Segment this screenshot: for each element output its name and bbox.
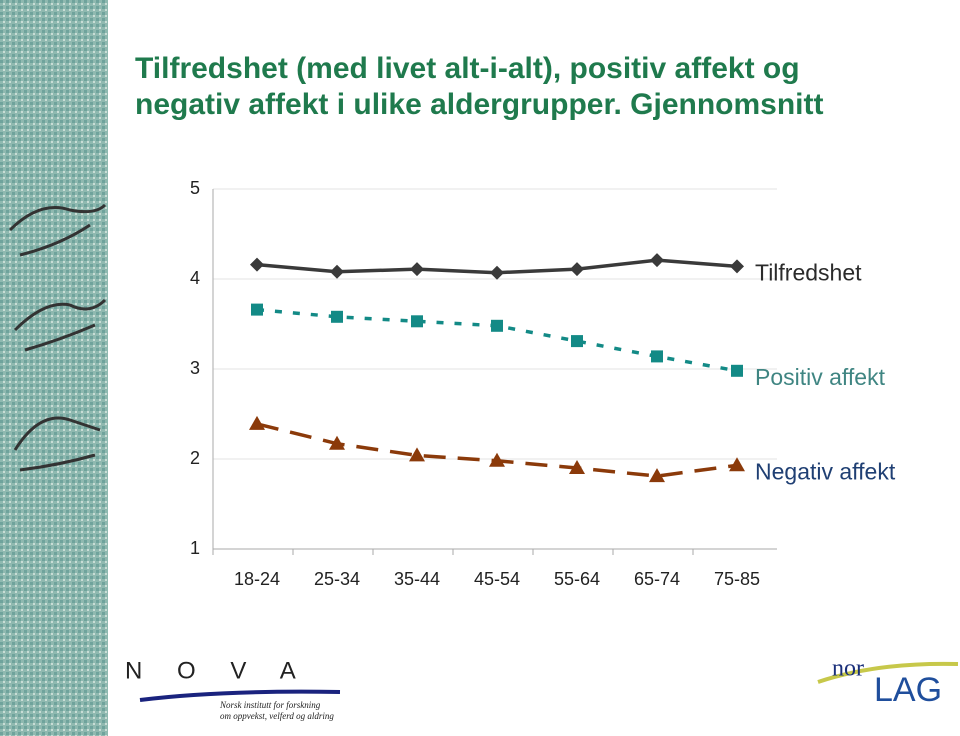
marker xyxy=(410,262,424,277)
x-tick-label: 65-74 xyxy=(634,569,680,589)
y-tick-label: 2 xyxy=(190,448,200,468)
series-line xyxy=(256,307,738,373)
marker xyxy=(249,415,265,430)
decor-strip xyxy=(0,0,108,736)
norlag-swoosh xyxy=(817,661,959,684)
x-tick-label: 75-85 xyxy=(714,569,760,589)
marker xyxy=(649,468,665,483)
nova-subtitle: Norsk institutt for forskning xyxy=(219,700,321,710)
marker xyxy=(729,457,745,472)
marker xyxy=(651,350,663,363)
x-tick-label: 35-44 xyxy=(394,569,440,589)
series-line xyxy=(256,422,738,478)
marker xyxy=(731,364,743,377)
marker xyxy=(730,259,744,274)
marker xyxy=(571,335,583,348)
title-line: Tilfredshet (med livet alt-i-alt), posit… xyxy=(135,52,800,85)
norlag-logo: nor xyxy=(832,656,864,682)
marker xyxy=(490,265,504,280)
norlag-logo: LAG xyxy=(874,671,942,709)
y-tick-label: 4 xyxy=(190,268,200,288)
marker xyxy=(250,257,264,272)
marker xyxy=(409,447,425,462)
x-tick-label: 45-54 xyxy=(474,569,520,589)
marker xyxy=(489,452,505,467)
marker xyxy=(331,310,343,323)
series-label: Positiv affekt xyxy=(755,364,886,390)
series-label: Tilfredshet xyxy=(755,259,862,285)
series-label: Negativ affekt xyxy=(755,458,896,484)
marker xyxy=(329,435,345,450)
marker xyxy=(251,303,263,316)
y-tick-label: 1 xyxy=(190,538,200,558)
marker xyxy=(491,319,503,332)
nova-subtitle: om oppvekst, velferd og aldring xyxy=(220,711,334,721)
marker xyxy=(570,262,584,277)
title-line: negativ affekt i ulike aldergrupper. Gje… xyxy=(135,88,823,121)
hand-drawings xyxy=(8,203,107,472)
y-tick-label: 5 xyxy=(190,178,200,198)
marker xyxy=(330,264,344,279)
nova-swoosh xyxy=(139,689,341,702)
y-tick-label: 3 xyxy=(190,358,200,378)
x-tick-label: 25-34 xyxy=(314,569,360,589)
x-tick-label: 18-24 xyxy=(234,569,280,589)
marker xyxy=(411,315,423,328)
nova-logo: N O V A xyxy=(125,657,310,684)
marker xyxy=(569,460,585,474)
x-tick-label: 55-64 xyxy=(554,569,600,589)
marker xyxy=(650,253,664,268)
